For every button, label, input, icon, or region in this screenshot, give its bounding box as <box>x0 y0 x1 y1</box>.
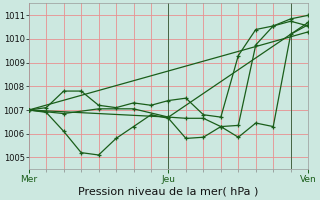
X-axis label: Pression niveau de la mer( hPa ): Pression niveau de la mer( hPa ) <box>78 187 259 197</box>
